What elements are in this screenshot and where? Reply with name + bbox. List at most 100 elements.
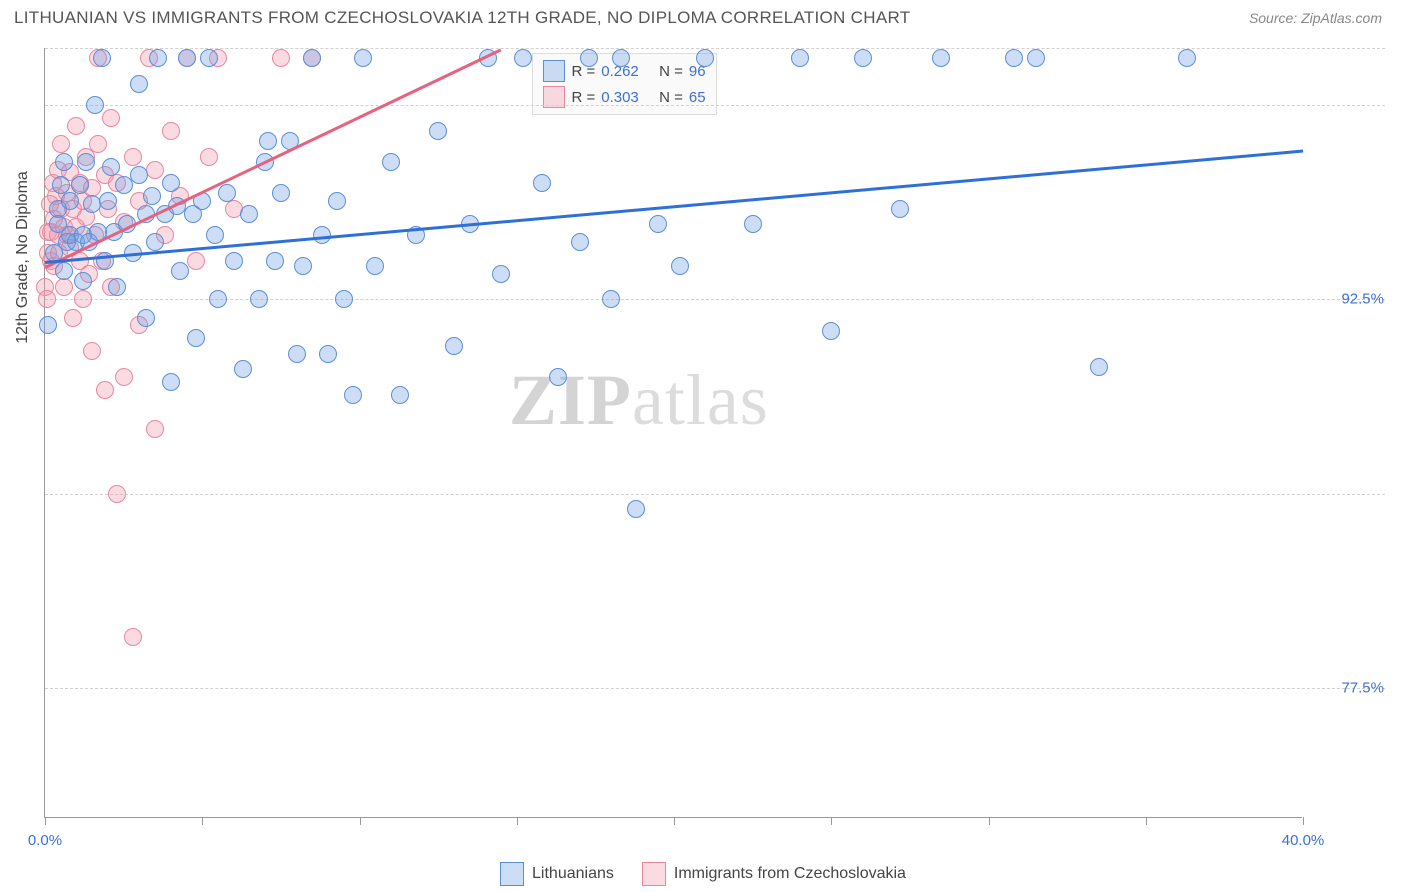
point-blue bbox=[328, 192, 346, 210]
point-blue bbox=[791, 49, 809, 67]
point-blue bbox=[822, 322, 840, 340]
point-blue bbox=[1178, 49, 1196, 67]
point-blue bbox=[225, 252, 243, 270]
point-blue bbox=[272, 184, 290, 202]
point-blue bbox=[344, 386, 362, 404]
point-blue bbox=[891, 200, 909, 218]
chart-title: LITHUANIAN VS IMMIGRANTS FROM CZECHOSLOV… bbox=[14, 8, 910, 28]
x-tick bbox=[517, 817, 518, 825]
point-blue bbox=[143, 187, 161, 205]
legend-row: R = 0.303 N = 65 bbox=[543, 84, 705, 110]
point-blue bbox=[549, 368, 567, 386]
point-pink bbox=[146, 420, 164, 438]
point-blue bbox=[294, 257, 312, 275]
point-blue bbox=[671, 257, 689, 275]
point-blue bbox=[102, 158, 120, 176]
legend-label: Lithuanians bbox=[532, 865, 614, 883]
scatter-plot: ZIPatlas R = 0.262 N = 96 R = 0.303 N = … bbox=[44, 48, 1302, 818]
point-blue bbox=[744, 215, 762, 233]
point-blue bbox=[602, 290, 620, 308]
point-blue bbox=[178, 49, 196, 67]
point-blue bbox=[74, 272, 92, 290]
point-blue bbox=[571, 233, 589, 251]
point-blue bbox=[240, 205, 258, 223]
point-blue bbox=[445, 337, 463, 355]
gridline bbox=[45, 688, 1385, 689]
point-pink bbox=[162, 122, 180, 140]
point-blue bbox=[354, 49, 372, 67]
blue-swatch bbox=[500, 862, 524, 886]
point-blue bbox=[218, 184, 236, 202]
point-blue bbox=[93, 49, 111, 67]
point-pink bbox=[52, 135, 70, 153]
x-tick bbox=[360, 817, 361, 825]
legend-item: Lithuanians bbox=[500, 862, 614, 886]
point-blue bbox=[627, 500, 645, 518]
point-blue bbox=[130, 166, 148, 184]
point-blue bbox=[209, 290, 227, 308]
point-blue bbox=[86, 96, 104, 114]
point-blue bbox=[137, 309, 155, 327]
y-tick-label: 92.5% bbox=[1341, 291, 1384, 308]
point-pink bbox=[38, 290, 56, 308]
point-pink bbox=[108, 485, 126, 503]
point-blue bbox=[250, 290, 268, 308]
point-blue bbox=[162, 174, 180, 192]
x-tick bbox=[831, 817, 832, 825]
point-blue bbox=[259, 132, 277, 150]
point-blue bbox=[533, 174, 551, 192]
series-legend: Lithuanians Immigrants from Czechoslovaki… bbox=[0, 862, 1406, 886]
point-blue bbox=[55, 153, 73, 171]
y-axis-label: 12th Grade, No Diploma bbox=[14, 171, 32, 344]
point-blue bbox=[313, 226, 331, 244]
y-tick-label: 77.5% bbox=[1341, 680, 1384, 697]
point-blue bbox=[115, 176, 133, 194]
point-blue bbox=[206, 226, 224, 244]
point-blue bbox=[187, 329, 205, 347]
x-tick bbox=[202, 817, 203, 825]
point-blue bbox=[99, 192, 117, 210]
point-blue bbox=[580, 49, 598, 67]
gridline bbox=[45, 299, 1385, 300]
point-blue bbox=[266, 252, 284, 270]
point-pink bbox=[89, 135, 107, 153]
point-blue bbox=[391, 386, 409, 404]
x-tick-label: 40.0% bbox=[1282, 832, 1325, 849]
point-pink bbox=[115, 368, 133, 386]
point-pink bbox=[55, 278, 73, 296]
blue-swatch bbox=[543, 60, 565, 82]
point-blue bbox=[288, 345, 306, 363]
x-tick bbox=[674, 817, 675, 825]
point-pink bbox=[83, 342, 101, 360]
point-blue bbox=[932, 49, 950, 67]
point-pink bbox=[74, 290, 92, 308]
point-blue bbox=[77, 153, 95, 171]
point-blue bbox=[1090, 358, 1108, 376]
point-pink bbox=[272, 49, 290, 67]
x-tick bbox=[989, 817, 990, 825]
point-pink bbox=[200, 148, 218, 166]
legend-label: Immigrants from Czechoslovakia bbox=[674, 865, 906, 883]
x-tick bbox=[1303, 817, 1304, 825]
point-blue bbox=[108, 278, 126, 296]
gridline bbox=[45, 105, 1385, 106]
point-blue bbox=[234, 360, 252, 378]
point-pink bbox=[64, 309, 82, 327]
point-blue bbox=[612, 49, 630, 67]
source-link[interactable]: ZipAtlas.com bbox=[1301, 10, 1382, 26]
point-blue bbox=[303, 49, 321, 67]
point-blue bbox=[319, 345, 337, 363]
point-blue bbox=[366, 257, 384, 275]
point-blue bbox=[146, 233, 164, 251]
point-blue bbox=[61, 192, 79, 210]
legend-item: Immigrants from Czechoslovakia bbox=[642, 862, 906, 886]
point-blue bbox=[130, 75, 148, 93]
point-pink bbox=[102, 109, 120, 127]
point-blue bbox=[1027, 49, 1045, 67]
point-pink bbox=[124, 628, 142, 646]
point-pink bbox=[187, 252, 205, 270]
x-tick bbox=[45, 817, 46, 825]
point-pink bbox=[124, 148, 142, 166]
point-blue bbox=[200, 49, 218, 67]
point-blue bbox=[335, 290, 353, 308]
